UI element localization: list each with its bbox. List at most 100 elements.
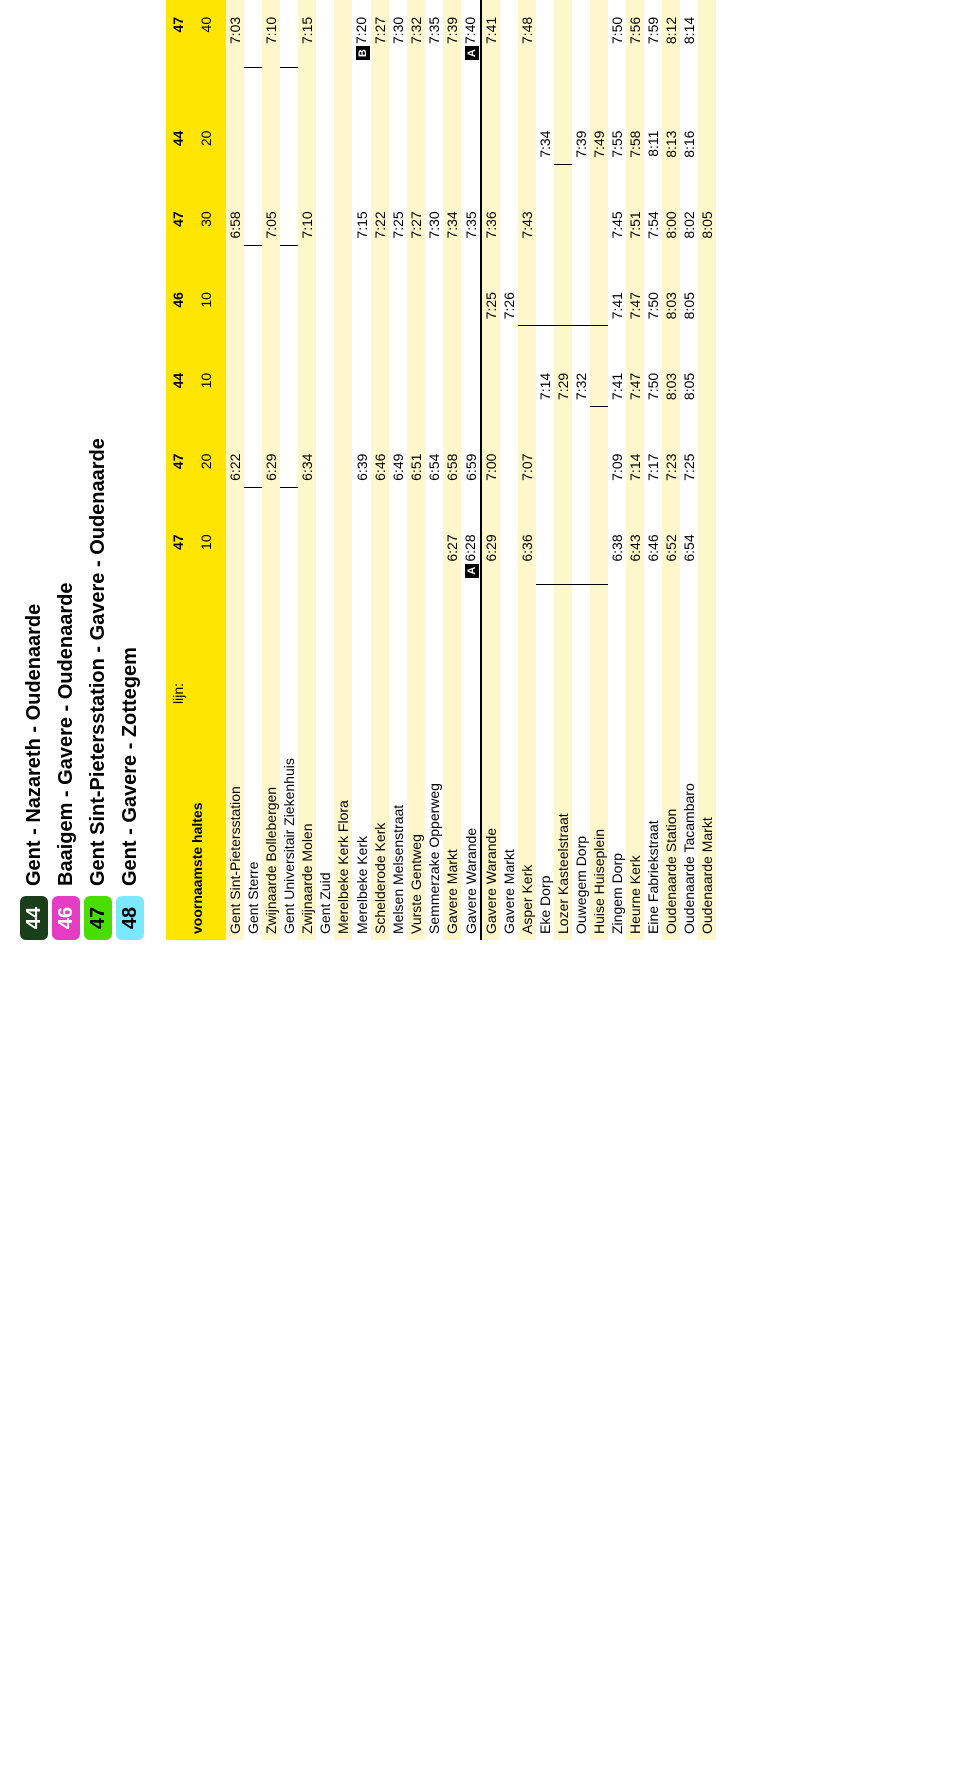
- stop-name: Ouwegem Dorp: [572, 710, 590, 940]
- time-cell: [500, 0, 518, 11]
- time-cell: 7:39: [334, 0, 352, 11]
- time-cell: [572, 205, 590, 286]
- time-cell: [518, 367, 536, 448]
- time-cell: [407, 286, 425, 367]
- time-cell: [536, 0, 554, 11]
- trip-rit: 10: [188, 367, 226, 448]
- time-cell: [572, 0, 590, 11]
- time-cell: [590, 286, 608, 367]
- time-cell: [572, 448, 590, 529]
- time-cell: [371, 367, 389, 448]
- stop-name: Heurne Kerk: [626, 710, 644, 940]
- time-cell: 6:54: [425, 448, 443, 529]
- time-cell: [407, 367, 425, 448]
- timetable-row: Gent Sint-Pietersstation6:226:587:037:47…: [226, 0, 244, 940]
- stop-name: Oudenaarde Station: [662, 710, 680, 940]
- blank-cell: [443, 642, 461, 710]
- time-cell: 7:27: [371, 11, 389, 125]
- time-cell: [371, 125, 389, 206]
- time-cell: [280, 205, 298, 286]
- time-cell: 7:58: [371, 0, 389, 11]
- time-cell: 7:41: [608, 367, 626, 448]
- time-cell: [425, 125, 443, 206]
- time-cell: 6:54: [680, 528, 698, 642]
- stop-name: Huise Huiseplein: [590, 710, 608, 940]
- time-cell: 6:46: [371, 448, 389, 529]
- line-header-row: 48Gent - Gavere - Zottegem: [116, 438, 144, 940]
- time-cell: 8:12: [662, 11, 680, 125]
- timetable-row: Gavere Markt7:26: [500, 0, 518, 940]
- time-cell: [298, 125, 316, 206]
- time-cell: 8:05: [698, 205, 716, 286]
- stop-name: Oudenaarde Tacambaro: [680, 710, 698, 940]
- time-cell: [371, 286, 389, 367]
- time-cell: [554, 125, 572, 206]
- time-cell: 6:22: [226, 448, 244, 529]
- stop-name: Merelbeke Kerk Flora: [334, 710, 352, 940]
- stop-name: Gavere Warande: [461, 710, 481, 940]
- trip-rit: 20: [188, 125, 226, 206]
- time-cell: [644, 0, 662, 11]
- time-cell: 7:32: [572, 367, 590, 448]
- blank-cell: [352, 642, 371, 710]
- time-cell: 6:59: [461, 448, 481, 529]
- time-cell: [481, 367, 500, 448]
- time-cell: [698, 11, 716, 125]
- time-cell: [536, 286, 554, 367]
- time-cell: [554, 528, 572, 642]
- line-header-row: 44Gent - Nazareth - Oudenaarde: [20, 438, 48, 940]
- time-cell: 7:49: [590, 125, 608, 206]
- time-cell: 7:25: [680, 448, 698, 529]
- time-cell: 6:49: [389, 448, 407, 529]
- blank-cell: [680, 642, 698, 710]
- time-cell: [698, 448, 716, 529]
- timetable-row: Gavere Markt6:276:587:347:398:118:298:58…: [443, 0, 461, 940]
- time-cell: A6:28: [461, 528, 481, 642]
- time-cell: [518, 125, 536, 206]
- time-cell: 7:45: [608, 205, 626, 286]
- stop-name: Zwijnaarde Bollebergen: [262, 710, 280, 940]
- time-cell: 7:51: [626, 205, 644, 286]
- blank-cell: [662, 642, 680, 710]
- time-cell: [334, 448, 352, 529]
- time-cell: [262, 0, 280, 11]
- blank-cell: [572, 642, 590, 710]
- trip-line: 47: [166, 11, 188, 125]
- time-cell: [698, 528, 716, 642]
- timetable-row: Gent Sterre: [244, 0, 262, 940]
- blank-cell: [626, 642, 644, 710]
- time-cell: [244, 205, 262, 286]
- time-cell: 7:00: [481, 448, 500, 529]
- time-cell: 7:47: [626, 367, 644, 448]
- time-cell: 7:30: [425, 205, 443, 286]
- time-cell: [698, 286, 716, 367]
- stop-name: Semmerzake Opperweg: [425, 710, 443, 940]
- cell-badge: B: [356, 46, 370, 60]
- trip-rit: 10: [188, 286, 226, 367]
- time-cell: 7:29: [554, 367, 572, 448]
- time-cell: [244, 448, 262, 529]
- time-cell: [316, 286, 334, 367]
- time-cell: 8:04: [407, 0, 425, 11]
- blank-cell: [518, 642, 536, 710]
- time-cell: [226, 367, 244, 448]
- trip-rit: 30: [188, 205, 226, 286]
- stop-name: Gent Sterre: [244, 710, 262, 940]
- time-cell: 7:14: [536, 367, 554, 448]
- time-cell: 6:46: [644, 528, 662, 642]
- time-cell: 6:29: [262, 448, 280, 529]
- timetable-row: Oudenaarde Station6:527:238:038:038:008:…: [662, 0, 680, 940]
- time-cell: [536, 448, 554, 529]
- time-cell: [352, 286, 371, 367]
- time-cell: [590, 367, 608, 448]
- blank-cell: [698, 642, 716, 710]
- timetable-row: Oudenaarde Markt8:05: [698, 0, 716, 940]
- time-cell: 8:13: [481, 0, 500, 11]
- time-cell: 7:59: [644, 11, 662, 125]
- time-cell: [298, 0, 316, 11]
- timetable-row: Gent Zuid7:288:30: [316, 0, 334, 940]
- time-cell: [226, 528, 244, 642]
- time-cell: [334, 367, 352, 448]
- time-cell: 7:36: [481, 205, 500, 286]
- blank-cell: [262, 642, 280, 710]
